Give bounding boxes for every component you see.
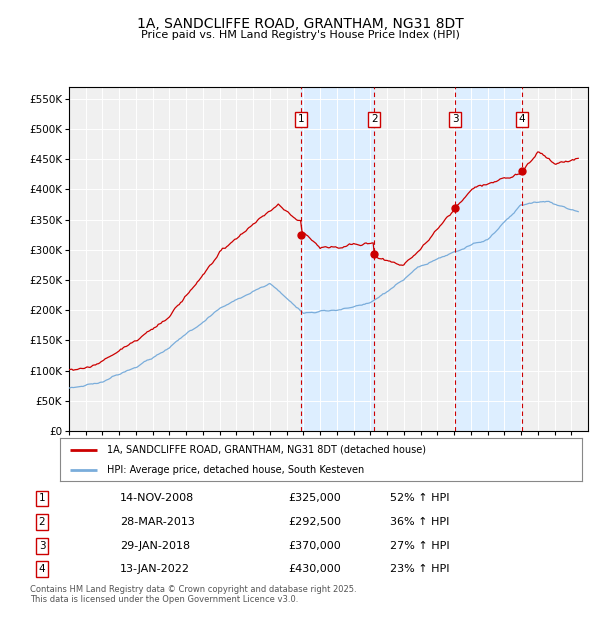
Text: 1A, SANDCLIFFE ROAD, GRANTHAM, NG31 8DT: 1A, SANDCLIFFE ROAD, GRANTHAM, NG31 8DT: [137, 17, 463, 32]
Text: 2: 2: [38, 517, 46, 527]
Text: £370,000: £370,000: [288, 541, 341, 551]
Text: 29-JAN-2018: 29-JAN-2018: [120, 541, 190, 551]
Text: 1A, SANDCLIFFE ROAD, GRANTHAM, NG31 8DT (detached house): 1A, SANDCLIFFE ROAD, GRANTHAM, NG31 8DT …: [107, 445, 426, 454]
Text: 3: 3: [452, 115, 459, 125]
Text: 36% ↑ HPI: 36% ↑ HPI: [390, 517, 449, 527]
Text: 13-JAN-2022: 13-JAN-2022: [120, 564, 190, 574]
Text: 14-NOV-2008: 14-NOV-2008: [120, 494, 194, 503]
Bar: [301, 87, 374, 431]
Text: Price paid vs. HM Land Registry's House Price Index (HPI): Price paid vs. HM Land Registry's House …: [140, 30, 460, 40]
Text: 23% ↑ HPI: 23% ↑ HPI: [390, 564, 449, 574]
Text: £430,000: £430,000: [288, 564, 341, 574]
Text: 27% ↑ HPI: 27% ↑ HPI: [390, 541, 449, 551]
Text: HPI: Average price, detached house, South Kesteven: HPI: Average price, detached house, Sout…: [107, 465, 364, 475]
Text: 2: 2: [371, 115, 377, 125]
Text: 4: 4: [518, 115, 525, 125]
Text: 3: 3: [38, 541, 46, 551]
Text: 1: 1: [38, 494, 46, 503]
Text: 4: 4: [38, 564, 46, 574]
Bar: [455, 87, 522, 431]
Text: 28-MAR-2013: 28-MAR-2013: [120, 517, 195, 527]
Text: £325,000: £325,000: [288, 494, 341, 503]
Text: 1: 1: [298, 115, 305, 125]
Text: 52% ↑ HPI: 52% ↑ HPI: [390, 494, 449, 503]
Text: £292,500: £292,500: [288, 517, 341, 527]
Text: Contains HM Land Registry data © Crown copyright and database right 2025.
This d: Contains HM Land Registry data © Crown c…: [30, 585, 356, 604]
